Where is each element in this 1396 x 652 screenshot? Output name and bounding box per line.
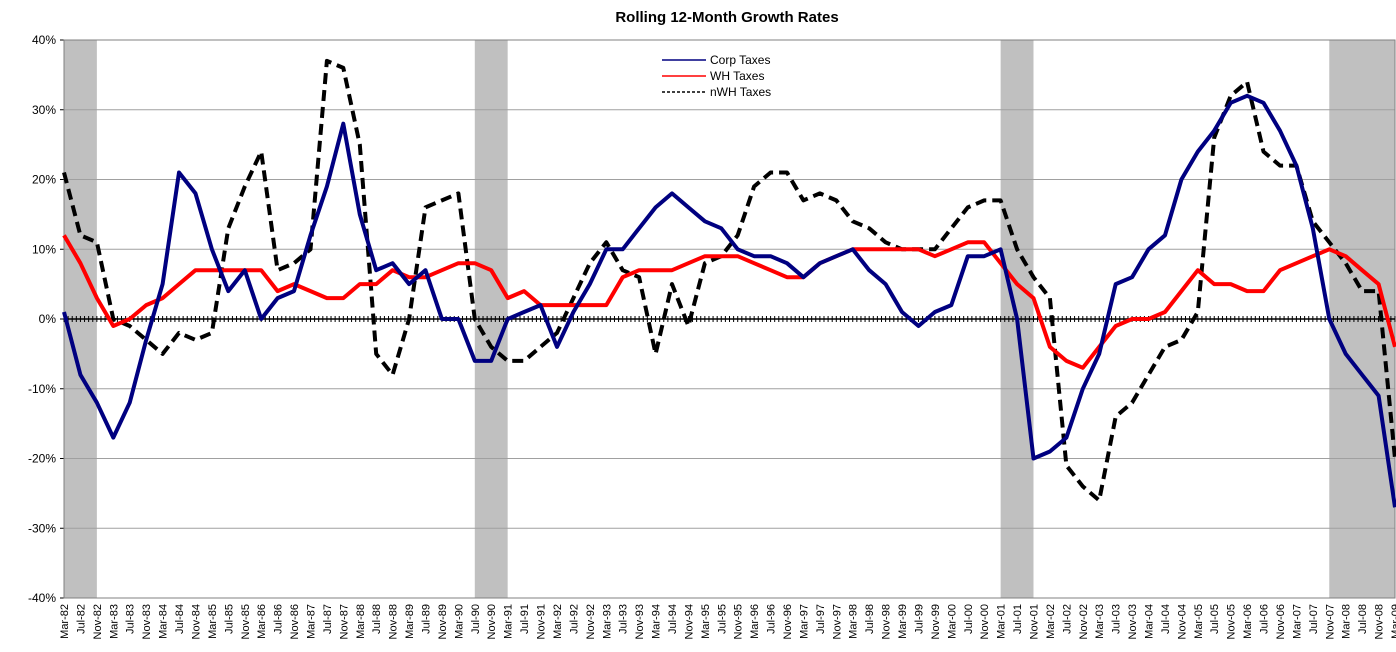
x-tick-label: Nov-85 <box>240 604 252 639</box>
legend-label: Corp Taxes <box>710 53 770 67</box>
x-tick-label: Jul-91 <box>519 604 531 634</box>
x-tick-label: Nov-01 <box>1028 604 1040 639</box>
x-tick-label: Mar-03 <box>1094 604 1106 639</box>
x-tick-label: Jul-08 <box>1357 604 1369 634</box>
x-tick-label: Jul-99 <box>913 604 925 634</box>
x-tick-label: Jul-07 <box>1308 604 1320 634</box>
x-tick-label: Nov-03 <box>1127 604 1139 639</box>
x-tick-label: Mar-89 <box>404 604 416 639</box>
x-tick-label: Nov-86 <box>289 604 301 639</box>
x-tick-label: Mar-93 <box>601 604 613 639</box>
x-tick-label: Mar-01 <box>996 604 1008 639</box>
x-tick-label: Nov-88 <box>388 604 400 639</box>
y-tick-label: 0% <box>39 312 57 326</box>
x-tick-label: Mar-90 <box>453 604 465 639</box>
series-line <box>62 58 1396 503</box>
x-tick-label: Nov-99 <box>930 604 942 639</box>
x-tick-label: Mar-97 <box>798 604 810 639</box>
x-tick-label: Mar-86 <box>256 604 268 639</box>
x-tick-label: Jul-89 <box>421 604 433 634</box>
x-tick-label: Jul-06 <box>1259 604 1271 634</box>
x-tick-label: Mar-04 <box>1144 604 1156 639</box>
x-tick-label: Nov-97 <box>831 604 843 639</box>
legend-label: WH Taxes <box>710 69 764 83</box>
x-tick-label: Jul-88 <box>371 604 383 634</box>
x-tick-label: Jul-01 <box>1012 604 1024 634</box>
x-tick-label: Nov-92 <box>585 604 597 639</box>
x-tick-label: Jul-86 <box>273 604 285 634</box>
chart-title: Rolling 12-Month Growth Rates <box>615 9 838 26</box>
y-tick-label: 10% <box>32 242 56 256</box>
x-tick-label: Jul-96 <box>766 604 778 634</box>
x-tick-label: Mar-87 <box>305 604 317 639</box>
series-line <box>62 234 1396 370</box>
x-tick-label: Mar-96 <box>749 604 761 639</box>
x-tick-label: Nov-04 <box>1176 604 1188 639</box>
x-tick-label: Jul-85 <box>223 604 235 634</box>
legend-label: nWH Taxes <box>710 85 771 99</box>
x-tick-label: Jul-84 <box>174 604 186 634</box>
y-tick-label: 30% <box>32 103 56 117</box>
x-tick-label: Mar-09 <box>1390 604 1396 639</box>
series-line <box>62 93 1396 508</box>
x-tick-label: Mar-05 <box>1193 604 1205 639</box>
x-tick-label: Nov-90 <box>486 604 498 639</box>
x-tick-label: Nov-05 <box>1226 604 1238 639</box>
x-tick-label: Mar-94 <box>651 604 663 639</box>
x-tick-label: Jul-95 <box>716 604 728 634</box>
x-tick-label: Jul-04 <box>1160 604 1172 634</box>
x-tick-label: Nov-84 <box>190 604 202 639</box>
x-tick-label: Jul-90 <box>470 604 482 634</box>
x-tick-label: Nov-02 <box>1078 604 1090 639</box>
x-tick-label: Mar-92 <box>552 604 564 639</box>
x-tick-label: Nov-95 <box>733 604 745 639</box>
x-tick-label: Mar-83 <box>108 604 120 639</box>
x-tick-label: Jul-00 <box>963 604 975 634</box>
x-tick-label: Jul-05 <box>1209 604 1221 634</box>
x-tick-label: Mar-99 <box>897 604 909 639</box>
x-tick-label: Mar-08 <box>1341 604 1353 639</box>
x-tick-label: Jul-03 <box>1111 604 1123 634</box>
x-tick-label: Mar-00 <box>946 604 958 639</box>
x-tick-label: Mar-82 <box>59 604 71 639</box>
x-tick-label: Mar-07 <box>1291 604 1303 639</box>
x-tick-label: Jul-92 <box>568 604 580 634</box>
x-tick-label: Nov-82 <box>92 604 104 639</box>
x-tick-label: Nov-93 <box>634 604 646 639</box>
x-tick-label: Mar-98 <box>848 604 860 639</box>
x-tick-label: Nov-98 <box>881 604 893 639</box>
x-tick-label: Nov-07 <box>1324 604 1336 639</box>
y-tick-label: 20% <box>32 173 56 187</box>
x-tick-label: Mar-06 <box>1242 604 1254 639</box>
x-tick-label: Mar-88 <box>355 604 367 639</box>
x-tick-label: Nov-89 <box>437 604 449 639</box>
x-tick-label: Jul-87 <box>322 604 334 634</box>
x-tick-label: Mar-91 <box>503 604 515 639</box>
x-tick-label: Nov-06 <box>1275 604 1287 639</box>
x-tick-label: Nov-96 <box>782 604 794 639</box>
x-tick-label: Mar-84 <box>158 604 170 639</box>
y-tick-label: -40% <box>28 591 56 605</box>
x-tick-label: Jul-97 <box>815 604 827 634</box>
x-tick-label: Nov-94 <box>683 604 695 639</box>
x-tick-label: Jul-98 <box>864 604 876 634</box>
x-tick-label: Nov-00 <box>979 604 991 639</box>
x-tick-label: Jul-82 <box>75 604 87 634</box>
x-tick-label: Jul-02 <box>1061 604 1073 634</box>
x-tick-label: Nov-91 <box>536 604 548 639</box>
x-tick-label: Jul-93 <box>618 604 630 634</box>
x-tick-label: Jul-83 <box>125 604 137 634</box>
x-tick-label: Mar-02 <box>1045 604 1057 639</box>
x-tick-label: Mar-85 <box>207 604 219 639</box>
y-tick-label: -10% <box>28 382 56 396</box>
y-tick-label: 40% <box>32 33 56 47</box>
x-tick-label: Jul-94 <box>667 604 679 634</box>
y-tick-label: -30% <box>28 521 56 535</box>
x-tick-label: Nov-08 <box>1374 604 1386 639</box>
y-tick-label: -20% <box>28 452 56 466</box>
x-tick-label: Mar-95 <box>700 604 712 639</box>
x-tick-label: Nov-87 <box>338 604 350 639</box>
x-tick-label: Nov-83 <box>141 604 153 639</box>
